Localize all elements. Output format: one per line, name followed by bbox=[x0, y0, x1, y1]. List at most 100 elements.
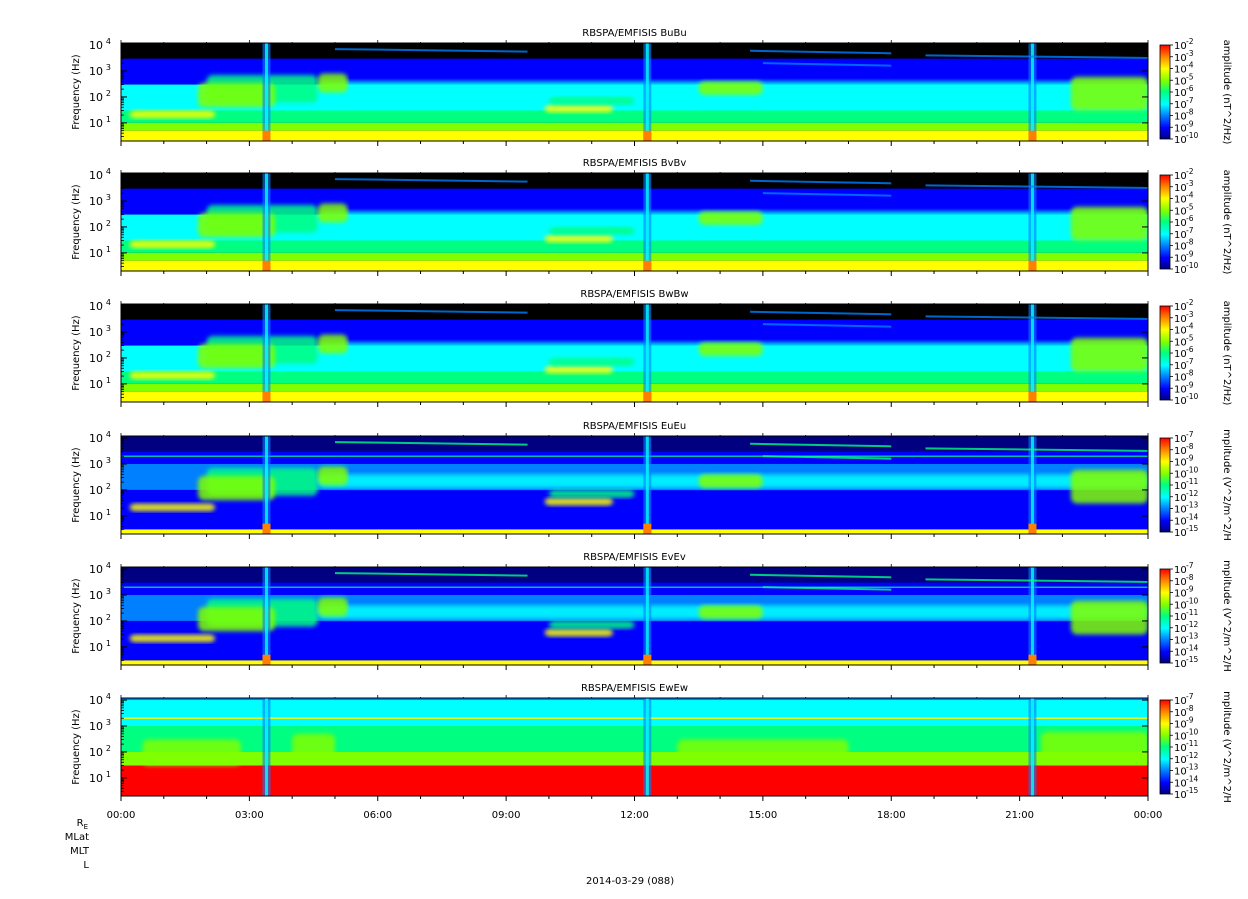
colorbar-tick-label: 10 bbox=[1174, 469, 1187, 480]
ephemeris-mlat-label: MLat bbox=[64, 832, 89, 843]
colorbar-tick-exponent: -6 bbox=[1186, 84, 1194, 93]
y-tick-exponent: 3 bbox=[106, 456, 111, 465]
colorbar-tick-label: 10 bbox=[1174, 41, 1187, 52]
colorbar-tick-label: 10 bbox=[1174, 767, 1187, 778]
y-tick-label: 10 bbox=[89, 720, 103, 733]
y-tick-exponent: 4 bbox=[106, 561, 111, 570]
colorbar-tick-exponent: -8 bbox=[1186, 704, 1194, 713]
colorbar-tick-label: 10 bbox=[1174, 361, 1187, 372]
colorbar-tick-label: 10 bbox=[1174, 100, 1187, 111]
y-tick-label: 10 bbox=[89, 221, 103, 234]
panel-title: RBSPA/EMFISIS BvBv bbox=[583, 158, 687, 169]
colorbar-tick-exponent: -14 bbox=[1186, 643, 1198, 652]
colorbar-tick-label: 10 bbox=[1174, 384, 1187, 395]
colorbar-tick-label: 10 bbox=[1174, 230, 1187, 241]
colorbar-tick-exponent: -7 bbox=[1186, 226, 1194, 235]
colorbar-tick-label: 10 bbox=[1174, 696, 1187, 707]
colorbar-tick-label: 10 bbox=[1174, 636, 1187, 647]
colorbar-tick-exponent: -8 bbox=[1186, 573, 1194, 582]
panel-title: RBSPA/EMFISIS EuEu bbox=[583, 421, 686, 432]
colorbar bbox=[1159, 699, 1171, 795]
colorbar-tick-label: 10 bbox=[1174, 434, 1187, 445]
colorbar-tick-label: 10 bbox=[1174, 565, 1187, 576]
colorbar-tick-exponent: -7 bbox=[1186, 430, 1194, 439]
panel-title: RBSPA/EMFISIS EvEv bbox=[583, 552, 686, 563]
y-tick-label: 10 bbox=[89, 432, 103, 445]
colorbar bbox=[1159, 44, 1171, 140]
panel-title: RBSPA/EMFISIS BuBu bbox=[582, 28, 686, 39]
colorbar bbox=[1159, 174, 1171, 270]
colorbar-tick-label: 10 bbox=[1174, 76, 1187, 87]
colorbar-tick-label: 10 bbox=[1174, 183, 1187, 194]
y-tick-label: 10 bbox=[89, 65, 103, 78]
colorbar-tick-label: 10 bbox=[1174, 481, 1187, 492]
y-tick-label: 10 bbox=[89, 300, 103, 313]
panel-title: RBSPA/EMFISIS EwEw bbox=[581, 683, 688, 694]
x-tick-label: 21:00 bbox=[1005, 810, 1034, 821]
colorbar-tick-label: 10 bbox=[1174, 589, 1187, 600]
y-tick-exponent: 4 bbox=[106, 298, 111, 307]
colorbar-tick-label: 10 bbox=[1174, 349, 1187, 360]
colorbar-tick-exponent: -10 bbox=[1186, 392, 1198, 401]
date-label: 2014-03-29 (088) bbox=[586, 876, 675, 887]
colorbar-tick-exponent: -9 bbox=[1186, 716, 1194, 725]
y-tick-exponent: 4 bbox=[106, 692, 111, 701]
colorbar-tick-exponent: -7 bbox=[1186, 357, 1194, 366]
y-tick-label: 10 bbox=[89, 91, 103, 104]
colorbar-tick-exponent: -12 bbox=[1186, 489, 1198, 498]
colorbar-tick-exponent: -5 bbox=[1186, 333, 1194, 342]
spectrogram-image bbox=[121, 567, 1148, 665]
colorbar-tick-exponent: -10 bbox=[1186, 596, 1198, 605]
colorbar-tick-label: 10 bbox=[1174, 647, 1187, 658]
colorbar-tick-exponent: -14 bbox=[1186, 774, 1198, 783]
colorbar-tick-label: 10 bbox=[1174, 778, 1187, 789]
y-tick-label: 10 bbox=[89, 641, 103, 654]
y-axis-label: Frequency (Hz) bbox=[71, 578, 82, 654]
colorbar-tick-label: 10 bbox=[1174, 314, 1187, 325]
colorbar-tick-exponent: -10 bbox=[1186, 727, 1198, 736]
colorbar-tick-label: 10 bbox=[1174, 755, 1187, 766]
colorbar-tick-exponent: -11 bbox=[1186, 477, 1198, 486]
colorbar-tick-label: 10 bbox=[1174, 326, 1187, 337]
colorbar-tick-label: 10 bbox=[1174, 612, 1187, 623]
spectrogram-image bbox=[121, 436, 1148, 534]
y-tick-exponent: 2 bbox=[106, 744, 111, 753]
colorbar-tick-exponent: -6 bbox=[1186, 214, 1194, 223]
y-tick-label: 10 bbox=[89, 195, 103, 208]
y-axis-label: Frequency (Hz) bbox=[71, 709, 82, 785]
colorbar-tick-exponent: -7 bbox=[1186, 96, 1194, 105]
ephemeris-re-sub: E bbox=[83, 823, 88, 831]
y-tick-label: 10 bbox=[89, 378, 103, 391]
y-axis-label: Frequency (Hz) bbox=[71, 184, 82, 260]
colorbar-tick-exponent: -2 bbox=[1186, 37, 1194, 46]
y-tick-label: 10 bbox=[89, 326, 103, 339]
x-tick-label: 15:00 bbox=[748, 810, 777, 821]
colorbar-tick-label: 10 bbox=[1174, 123, 1187, 134]
colorbar-tick-exponent: -7 bbox=[1186, 561, 1194, 570]
colorbar-tick-label: 10 bbox=[1174, 242, 1187, 253]
y-tick-exponent: 4 bbox=[106, 430, 111, 439]
colorbar bbox=[1159, 305, 1171, 401]
ephemeris-mlt-label: MLT bbox=[70, 846, 89, 857]
spectrogram-image bbox=[121, 698, 1148, 796]
ephemeris-re-label: RE bbox=[77, 818, 88, 831]
colorbar-label: amplitude (nT^2/Hz) bbox=[1221, 301, 1232, 406]
y-tick-label: 10 bbox=[89, 484, 103, 497]
colorbar-tick-exponent: -9 bbox=[1186, 585, 1194, 594]
colorbar-tick-label: 10 bbox=[1174, 88, 1187, 99]
colorbar-tick-label: 10 bbox=[1174, 302, 1187, 313]
spectrogram-image bbox=[121, 304, 1148, 402]
colorbar-label: mplitude (V^2/m^2/H bbox=[1221, 560, 1232, 672]
colorbar-tick-label: 10 bbox=[1174, 493, 1187, 504]
y-tick-exponent: 2 bbox=[106, 219, 111, 228]
colorbar-tick-exponent: -3 bbox=[1186, 310, 1194, 319]
y-tick-exponent: 3 bbox=[106, 193, 111, 202]
y-tick-label: 10 bbox=[89, 247, 103, 260]
colorbar-tick-exponent: -3 bbox=[1186, 49, 1194, 58]
colorbar-tick-label: 10 bbox=[1174, 53, 1187, 64]
y-tick-label: 10 bbox=[89, 169, 103, 182]
